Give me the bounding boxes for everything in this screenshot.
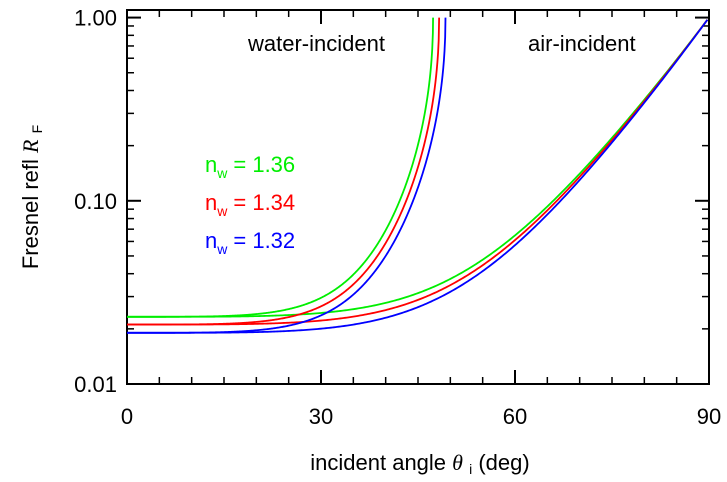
legend-entry-name: n <box>205 190 217 215</box>
x-axis-label: incident angle θ i (deg) <box>310 450 529 479</box>
x-axis-label-symbol: θ <box>452 450 463 475</box>
series-water-incident-line <box>127 17 434 318</box>
x-tick-label: 90 <box>697 404 721 429</box>
legend-entry: nw = 1.32 <box>205 228 295 257</box>
legend-entry-value: = 1.32 <box>233 228 295 253</box>
legend-entry-value: = 1.34 <box>233 190 295 215</box>
y-axis-label-sub: F <box>29 125 45 134</box>
x-axis: 0 30 60 90 <box>121 10 721 429</box>
y-tick-label: 1.00 <box>74 6 117 31</box>
series-water-incident-line <box>127 17 441 326</box>
y-axis: 0.01 0.10 1.00 <box>74 6 709 397</box>
x-tick-label: 60 <box>503 404 527 429</box>
legend-entry: nw = 1.34 <box>205 190 295 219</box>
y-axis-label-main: Fresnel refl <box>18 159 43 269</box>
y-tick-label: 0.10 <box>74 189 117 214</box>
y-tick-label: 0.01 <box>74 372 117 397</box>
x-axis-label-main: incident angle <box>310 450 446 475</box>
legend-entry-subscript: w <box>216 165 228 181</box>
legend-entry-name: n <box>205 228 217 253</box>
x-tick-label: 30 <box>309 404 333 429</box>
x-tick-label: 0 <box>121 404 133 429</box>
annotation-water-incident: water-incident <box>247 31 385 56</box>
x-axis-label-unit: (deg) <box>478 450 529 475</box>
y-axis-label: Fresnel refl R F <box>18 125 45 269</box>
legend-entry-subscript: w <box>216 203 228 219</box>
y-axis-label-symbol: R <box>18 139 43 154</box>
curves <box>127 17 709 334</box>
legend-entry-value: = 1.36 <box>233 152 295 177</box>
legend-entry: nw = 1.36 <box>205 152 295 181</box>
annotation-air-incident: air-incident <box>528 31 636 56</box>
legend-entry-name: n <box>205 152 217 177</box>
series-water-incident-line <box>127 17 447 334</box>
legend-entry-subscript: w <box>216 241 228 257</box>
x-axis-label-sub: i <box>469 461 472 477</box>
